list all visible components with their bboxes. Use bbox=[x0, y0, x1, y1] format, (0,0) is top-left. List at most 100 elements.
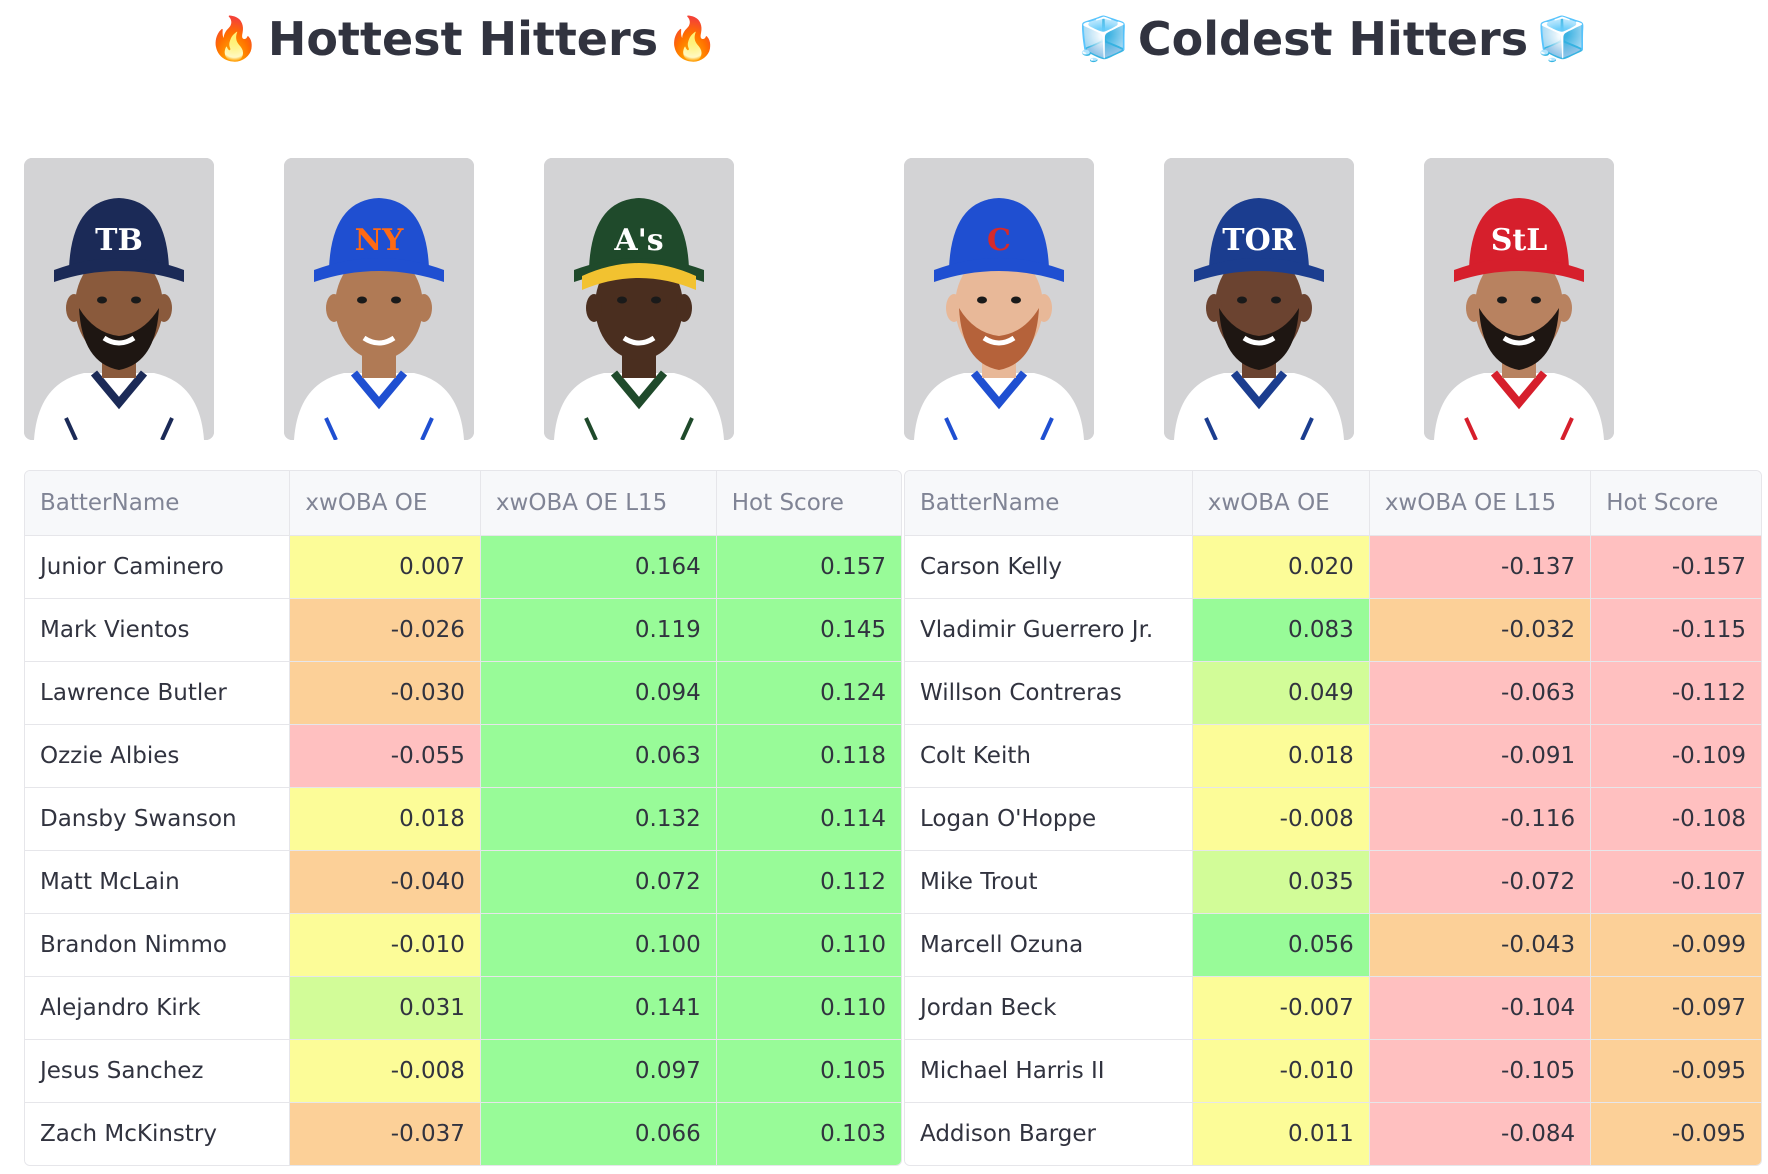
fire-icon: 🔥 bbox=[666, 14, 719, 63]
batter-name-cell: Lawrence Butler bbox=[25, 661, 291, 725]
xwoba-oe-cell: -0.007 bbox=[1192, 976, 1370, 1040]
xwoba-oe-l15-cell: -0.091 bbox=[1369, 724, 1592, 788]
batter-name-cell: Junior Caminero bbox=[25, 535, 291, 599]
hottest-hitters-title: 🔥 Hottest Hitters 🔥 bbox=[24, 8, 902, 70]
table-row: Carson Kelly 0.020 -0.137 -0.157 bbox=[905, 535, 1761, 599]
batter-name-cell: Addison Barger bbox=[905, 1102, 1193, 1165]
player-photo: TB bbox=[24, 158, 214, 440]
hot-score-cell: 0.112 bbox=[716, 850, 901, 914]
xwoba-oe-cell: -0.008 bbox=[289, 1039, 481, 1103]
column-header-xwoba-oe[interactable]: xwOBA OE bbox=[1192, 471, 1370, 536]
table-row: Michael Harris II -0.010 -0.105 -0.095 bbox=[905, 1039, 1761, 1103]
hot-score-cell: 0.157 bbox=[716, 535, 901, 599]
xwoba-oe-l15-cell: -0.104 bbox=[1369, 976, 1592, 1040]
column-header-battername[interactable]: BatterName bbox=[905, 471, 1193, 536]
xwoba-oe-cell: -0.040 bbox=[289, 850, 481, 914]
hot-score-cell: -0.099 bbox=[1590, 913, 1761, 977]
table-row: Vladimir Guerrero Jr. 0.083 -0.032 -0.115 bbox=[905, 598, 1761, 662]
column-header-hot-score[interactable]: Hot Score bbox=[1590, 471, 1761, 536]
coldest-hitters-photos: C TOR StL bbox=[904, 158, 1762, 440]
svg-text:NY: NY bbox=[355, 223, 404, 258]
ice-cube-icon: 🧊 bbox=[1077, 14, 1130, 63]
xwoba-oe-l15-cell: -0.137 bbox=[1369, 535, 1592, 599]
table-row: Colt Keith 0.018 -0.091 -0.109 bbox=[905, 724, 1761, 788]
fire-icon: 🔥 bbox=[207, 14, 260, 63]
table-row: Brandon Nimmo -0.010 0.100 0.110 bbox=[25, 913, 901, 977]
xwoba-oe-l15-cell: 0.072 bbox=[480, 850, 717, 914]
xwoba-oe-cell: 0.056 bbox=[1192, 913, 1370, 977]
table-row: Alejandro Kirk 0.031 0.141 0.110 bbox=[25, 976, 901, 1040]
column-header-xwoba-oe[interactable]: xwOBA OE bbox=[289, 471, 481, 536]
hot-score-cell: 0.110 bbox=[716, 913, 901, 977]
svg-text:TB: TB bbox=[95, 223, 143, 258]
xwoba-oe-cell: 0.018 bbox=[289, 787, 481, 851]
svg-text:A's: A's bbox=[613, 223, 663, 258]
xwoba-oe-l15-cell: 0.132 bbox=[480, 787, 717, 851]
hot-score-cell: 0.114 bbox=[716, 787, 901, 851]
column-header-hot-score[interactable]: Hot Score bbox=[716, 471, 901, 536]
coldest-hitters-table-body: Carson Kelly 0.020 -0.137 -0.157 Vladimir Gu… bbox=[905, 535, 1761, 1165]
xwoba-oe-cell: 0.049 bbox=[1192, 661, 1370, 725]
xwoba-oe-cell: -0.055 bbox=[289, 724, 481, 788]
batter-name-cell: Mike Trout bbox=[905, 850, 1193, 914]
xwoba-oe-cell: 0.018 bbox=[1192, 724, 1370, 788]
batter-name-cell: Jesus Sanchez bbox=[25, 1039, 291, 1103]
xwoba-oe-cell: -0.026 bbox=[289, 598, 481, 662]
hot-score-cell: 0.103 bbox=[716, 1102, 901, 1165]
batter-name-cell: Brandon Nimmo bbox=[25, 913, 291, 977]
table-row: Logan O'Hoppe -0.008 -0.116 -0.108 bbox=[905, 787, 1761, 851]
coldest-hitters-title: 🧊 Coldest Hitters 🧊 bbox=[904, 8, 1762, 70]
table-row: Willson Contreras 0.049 -0.063 -0.112 bbox=[905, 661, 1761, 725]
table-row: Jesus Sanchez -0.008 0.097 0.105 bbox=[25, 1039, 901, 1103]
xwoba-oe-l15-cell: 0.100 bbox=[480, 913, 717, 977]
svg-text:TOR: TOR bbox=[1222, 223, 1296, 258]
xwoba-oe-l15-cell: -0.043 bbox=[1369, 913, 1592, 977]
column-header-xwoba-oe-l15[interactable]: xwOBA OE L15 bbox=[1369, 471, 1592, 536]
batter-name-cell: Logan O'Hoppe bbox=[905, 787, 1193, 851]
column-header-battername[interactable]: BatterName bbox=[25, 471, 291, 536]
xwoba-oe-l15-cell: 0.141 bbox=[480, 976, 717, 1040]
xwoba-oe-l15-cell: 0.164 bbox=[480, 535, 717, 599]
batter-name-cell: Dansby Swanson bbox=[25, 787, 291, 851]
table-row: Junior Caminero 0.007 0.164 0.157 bbox=[25, 535, 901, 599]
batter-name-cell: Vladimir Guerrero Jr. bbox=[905, 598, 1193, 662]
hot-score-cell: -0.109 bbox=[1590, 724, 1761, 788]
player-photo: A's bbox=[544, 158, 734, 440]
xwoba-oe-l15-cell: 0.066 bbox=[480, 1102, 717, 1165]
table-header-row: BatterName xwOBA OE xwOBA OE L15 Hot Sco… bbox=[905, 471, 1761, 536]
xwoba-oe-cell: 0.011 bbox=[1192, 1102, 1370, 1165]
batter-name-cell: Zach McKinstry bbox=[25, 1102, 291, 1165]
xwoba-oe-cell: 0.031 bbox=[289, 976, 481, 1040]
svg-text:StL: StL bbox=[1491, 223, 1548, 258]
hottest-hitters-photos: TB NY A's bbox=[24, 158, 902, 440]
table-row: Addison Barger 0.011 -0.084 -0.095 bbox=[905, 1102, 1761, 1165]
hot-score-cell: -0.115 bbox=[1590, 598, 1761, 662]
table-row: Mike Trout 0.035 -0.072 -0.107 bbox=[905, 850, 1761, 914]
xwoba-oe-cell: 0.007 bbox=[289, 535, 481, 599]
xwoba-oe-l15-cell: -0.063 bbox=[1369, 661, 1592, 725]
ice-cube-icon: 🧊 bbox=[1536, 14, 1589, 63]
hot-score-cell: -0.112 bbox=[1590, 661, 1761, 725]
hot-score-cell: -0.095 bbox=[1590, 1102, 1761, 1165]
batter-name-cell: Jordan Beck bbox=[905, 976, 1193, 1040]
xwoba-oe-cell: -0.010 bbox=[289, 913, 481, 977]
hottest-hitters-table-body: Junior Caminero 0.007 0.164 0.157 Mark Vient… bbox=[25, 535, 901, 1165]
batter-name-cell: Colt Keith bbox=[905, 724, 1193, 788]
hot-score-cell: -0.108 bbox=[1590, 787, 1761, 851]
xwoba-oe-cell: 0.083 bbox=[1192, 598, 1370, 662]
player-photo: StL bbox=[1424, 158, 1614, 440]
xwoba-oe-cell: -0.030 bbox=[289, 661, 481, 725]
table-header-row: BatterName xwOBA OE xwOBA OE L15 Hot Sco… bbox=[25, 471, 901, 536]
column-header-xwoba-oe-l15[interactable]: xwOBA OE L15 bbox=[480, 471, 717, 536]
batter-name-cell: Matt McLain bbox=[25, 850, 291, 914]
table-row: Marcell Ozuna 0.056 -0.043 -0.099 bbox=[905, 913, 1761, 977]
xwoba-oe-l15-cell: -0.084 bbox=[1369, 1102, 1592, 1165]
batter-name-cell: Carson Kelly bbox=[905, 535, 1193, 599]
table-row: Dansby Swanson 0.018 0.132 0.114 bbox=[25, 787, 901, 851]
player-photo: NY bbox=[284, 158, 474, 440]
table-row: Mark Vientos -0.026 0.119 0.145 bbox=[25, 598, 901, 662]
batter-name-cell: Michael Harris II bbox=[905, 1039, 1193, 1103]
batter-name-cell: Ozzie Albies bbox=[25, 724, 291, 788]
hot-score-cell: 0.118 bbox=[716, 724, 901, 788]
hot-score-cell: -0.097 bbox=[1590, 976, 1761, 1040]
